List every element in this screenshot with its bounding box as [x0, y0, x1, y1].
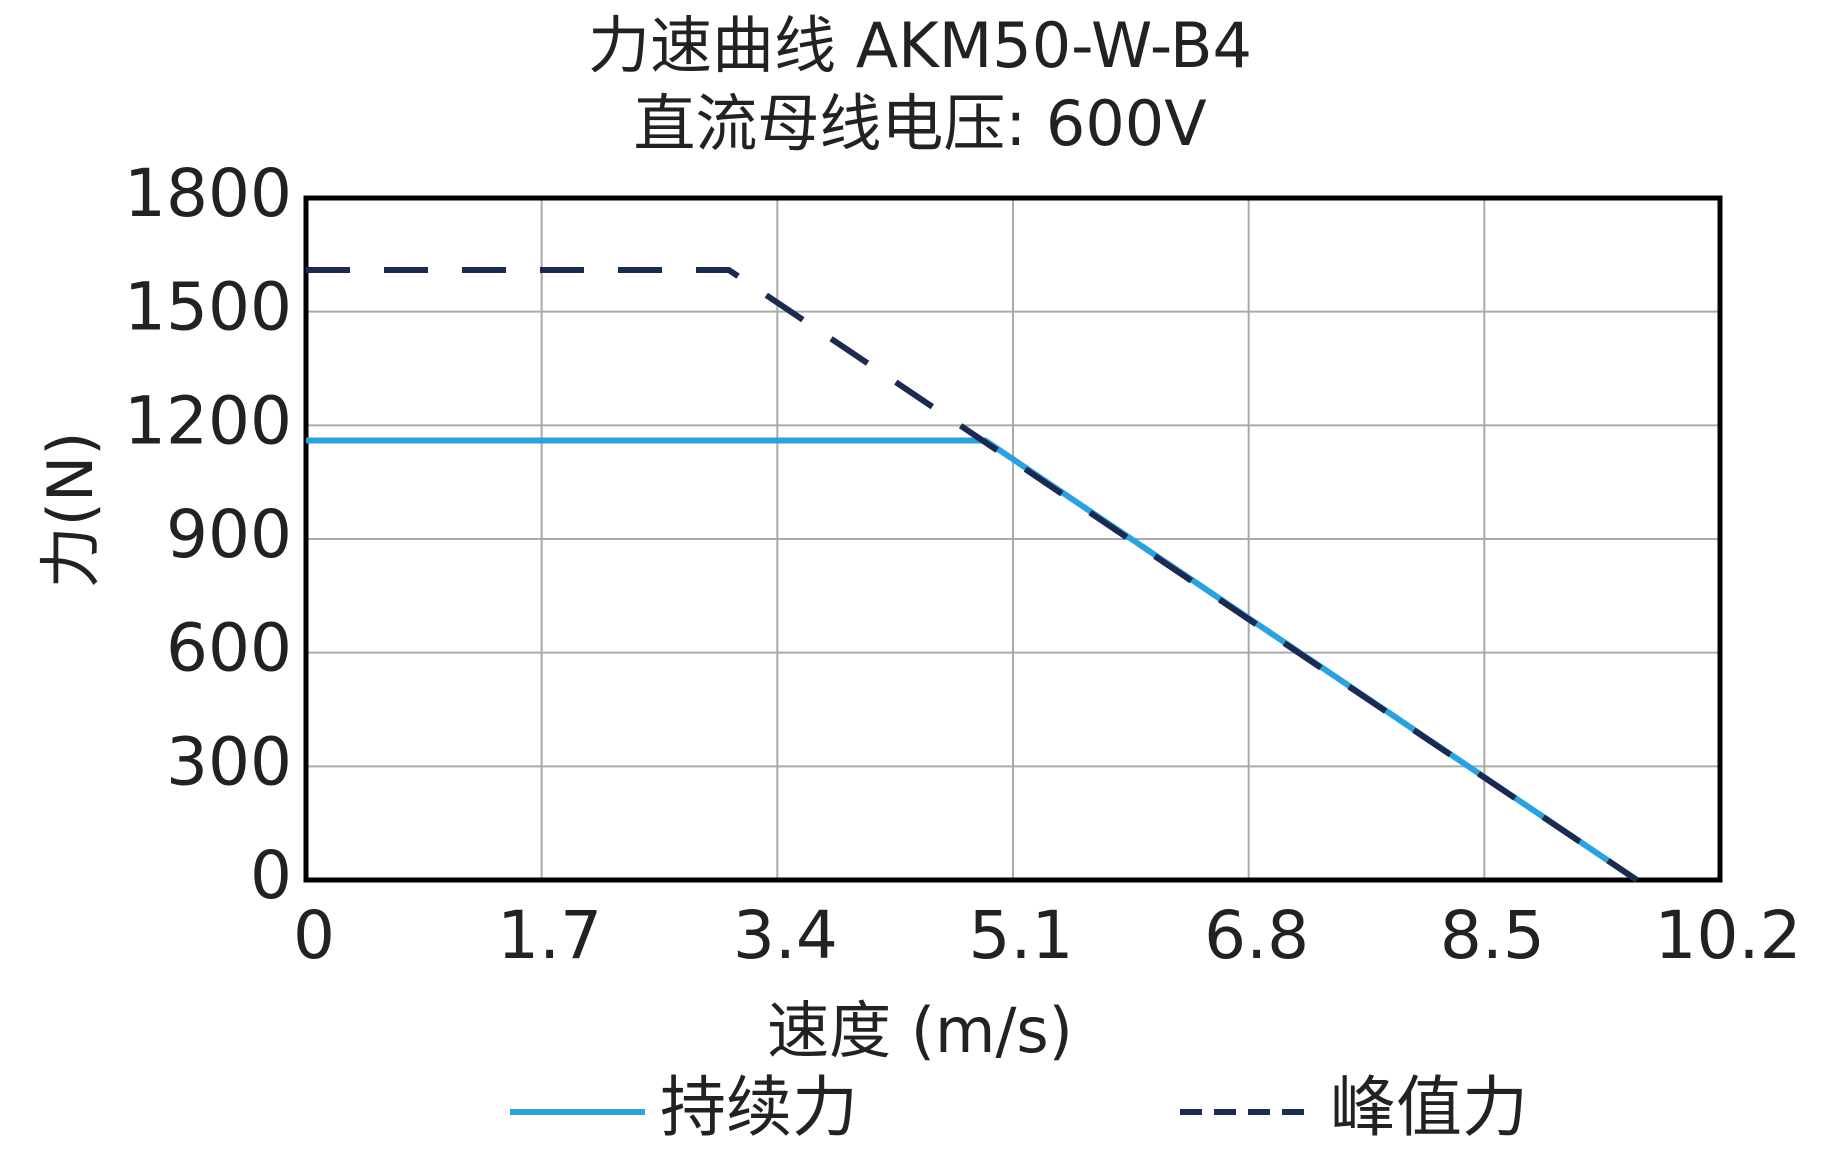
legend-label: 持续力: [660, 1069, 858, 1146]
legend-label: 峰值力: [1330, 1069, 1528, 1146]
chart-subtitle: 直流母线电压: 600V: [633, 87, 1206, 160]
chart-title: 力速曲线 AKM50-W-B4: [588, 9, 1252, 82]
x-tick-label: 8.5: [1440, 897, 1545, 974]
x-tick-label: 10.2: [1655, 897, 1802, 974]
x-tick-label: 0: [293, 897, 335, 974]
y-axis-label: 力(N): [34, 432, 107, 589]
x-tick-label: 3.4: [733, 897, 838, 974]
y-tick-label: 1500: [124, 269, 292, 346]
y-tick-label: 0: [250, 837, 292, 914]
y-tick-label: 300: [166, 723, 292, 800]
y-tick-label: 1200: [124, 382, 292, 459]
series-line: [306, 266, 1639, 883]
y-tick-label: 900: [166, 496, 292, 573]
plot-frame: [303, 195, 1723, 883]
x-tick-label: 6.8: [1204, 897, 1309, 974]
x-axis-label: 速度 (m/s): [767, 994, 1073, 1067]
x-tick-label: 5.1: [969, 897, 1074, 974]
y-tick-label: 600: [166, 610, 292, 687]
y-tick-label: 1800: [124, 155, 292, 232]
series-line: [306, 437, 1639, 883]
x-tick-label: 1.7: [497, 897, 602, 974]
